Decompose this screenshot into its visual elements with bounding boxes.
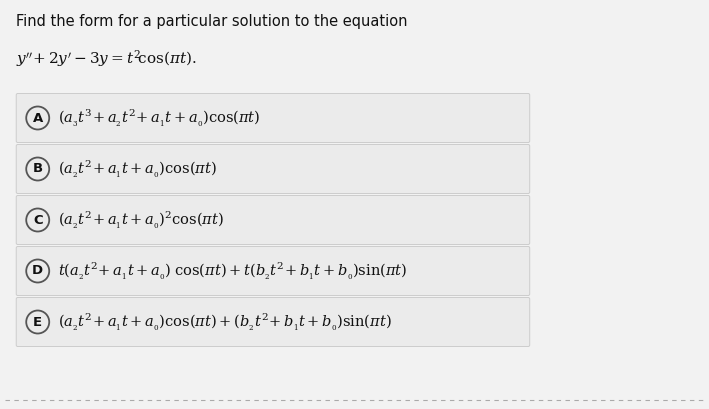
Text: A: A (33, 112, 43, 124)
Text: C: C (33, 213, 43, 227)
Text: D: D (32, 265, 43, 277)
Text: $(a_{_2}t^2\!+a_{_1}t+a_{_0})^2\cos(\pi t)$: $(a_{_2}t^2\!+a_{_1}t+a_{_0})^2\cos(\pi … (57, 209, 224, 231)
Text: Find the form for a particular solution to the equation: Find the form for a particular solution … (16, 14, 408, 29)
Text: $y^{\prime\prime}\!+2y^{\prime}-3y=t^2\!\cos(\pi t).$: $y^{\prime\prime}\!+2y^{\prime}-3y=t^2\!… (16, 48, 197, 69)
FancyBboxPatch shape (16, 94, 530, 142)
Circle shape (26, 259, 49, 283)
Circle shape (26, 157, 49, 180)
FancyBboxPatch shape (16, 247, 530, 295)
Circle shape (26, 106, 49, 130)
FancyBboxPatch shape (16, 297, 530, 346)
Circle shape (26, 209, 49, 231)
Text: $(a_{_3}t^3\!+a_{_2}t^2\!+a_{_1}t+a_{_0})\cos(\pi t)$: $(a_{_3}t^3\!+a_{_2}t^2\!+a_{_1}t+a_{_0}… (57, 107, 260, 129)
Text: $t(a_{_2}t^2\!+a_{_1}t+a_{_0})\;\cos(\pi t)+t(b_{_2}t^2\!+b_{_1}t+b_{_0})\sin(\p: $t(a_{_2}t^2\!+a_{_1}t+a_{_0})\;\cos(\pi… (57, 260, 407, 282)
Circle shape (26, 310, 49, 333)
Text: $(a_{_2}t^2\!+a_{_1}t+a_{_0})\cos(\pi t)$: $(a_{_2}t^2\!+a_{_1}t+a_{_0})\cos(\pi t)… (57, 158, 217, 180)
Text: $(a_{_2}t^2\!+a_{_1}t+a_{_0})\cos(\pi t)+(b_{_2}t^2\!+b_{_1}t+b_{_0})\sin(\pi t): $(a_{_2}t^2\!+a_{_1}t+a_{_0})\cos(\pi t)… (57, 311, 391, 333)
FancyBboxPatch shape (16, 144, 530, 193)
Text: E: E (33, 315, 43, 328)
Text: B: B (33, 162, 43, 175)
FancyBboxPatch shape (16, 196, 530, 245)
